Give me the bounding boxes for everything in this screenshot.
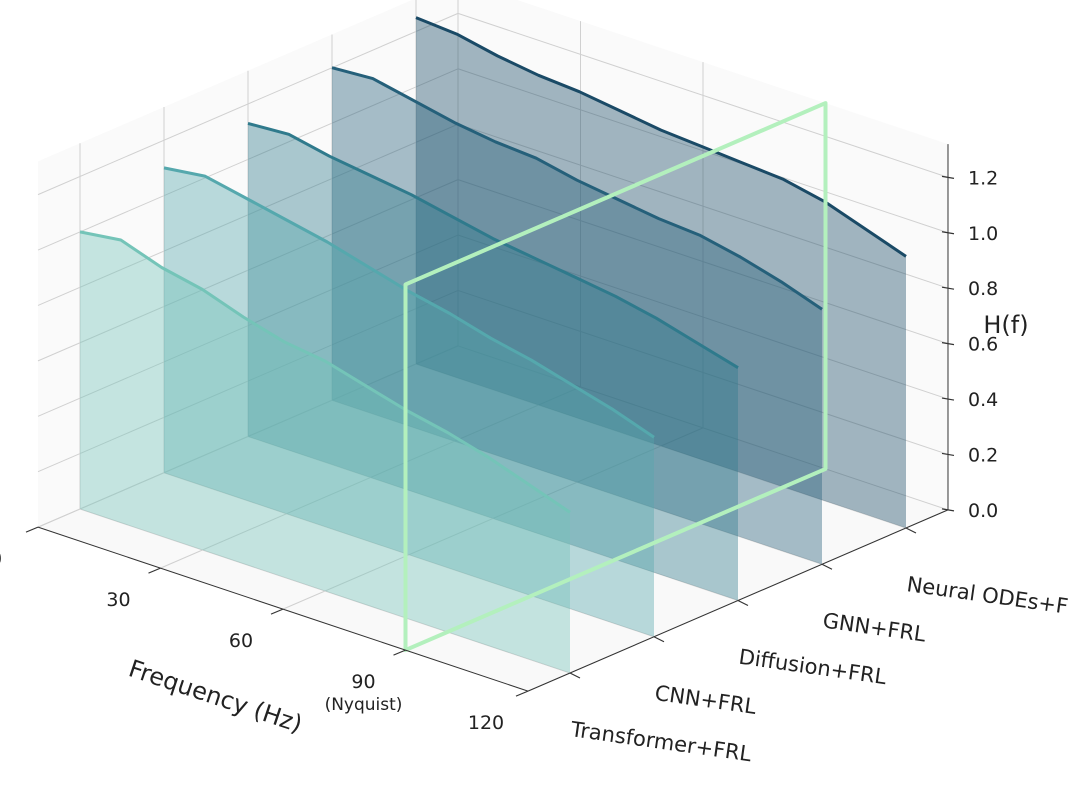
x-tick-label: 120: [468, 712, 504, 734]
z-tick-mark: [941, 508, 955, 512]
x-tick-mark: [270, 608, 284, 615]
left-gridline: [37, 289, 459, 473]
left-gridline: [37, 345, 459, 528]
floor-gridline: [331, 399, 823, 565]
model-label: Transformer+FRL: [568, 717, 753, 766]
left-gridline: [37, 234, 459, 417]
x-axis-label: Frequency (Hz): [125, 654, 306, 738]
z-tick-mark: [941, 342, 955, 346]
x-tick-label: 90: [351, 671, 375, 693]
left-gridline: [37, 179, 459, 362]
back-gridline: [457, 68, 949, 234]
y-tick-mark: [653, 636, 665, 643]
model-label: GNN+FRL: [821, 608, 927, 646]
line-CNN+FRL: [163, 166, 655, 439]
left-gridline: [37, 123, 459, 306]
model-label: Neural ODEs+FRL: [905, 572, 1069, 622]
y-tick-mark: [737, 599, 749, 607]
floor-gridline: [79, 508, 571, 674]
x-tick-mark: [148, 567, 161, 574]
z-tick-mark: [941, 286, 955, 290]
line-GNN+FRL: [331, 66, 823, 311]
x-tick-label: 60: [229, 630, 253, 652]
back-gridline: [457, 12, 949, 178]
z-tick-label: 0.0: [968, 500, 998, 522]
x-tick-label: 30: [106, 589, 130, 611]
area-Diffusion+FRL: [248, 123, 738, 601]
y-tick-mark: [905, 527, 917, 534]
left-gridline: [37, 12, 459, 196]
z-tick-label: 0.2: [968, 444, 998, 466]
z-tick-mark: [941, 397, 955, 401]
back-gridline: [457, 289, 949, 455]
area-Neural ODEs+FRL: [416, 17, 906, 528]
y-tick-mark: [821, 563, 833, 570]
left-gridline: [37, 68, 459, 251]
area-GNN+FRL: [332, 67, 822, 565]
back-gridline: [457, 345, 949, 511]
line-Transformer+FRL: [79, 230, 571, 514]
z-tick-label: 1.0: [968, 223, 998, 245]
floor-gridline: [415, 363, 907, 529]
series-layer: [79, 16, 907, 673]
z-tick-label: 0.6: [968, 334, 998, 356]
back-gridline: [457, 123, 949, 289]
x-tick-mark: [25, 526, 39, 533]
y-tick-mark: [569, 672, 581, 679]
area-CNN+FRL: [164, 167, 654, 637]
z-tick-label: 1.2: [968, 167, 998, 189]
z-tick-label: 0.4: [968, 389, 998, 411]
z-tick-mark: [941, 175, 955, 179]
model-label: CNN+FRL: [653, 681, 758, 719]
nyquist-plane-outline: [403, 101, 828, 653]
floor-gridline: [247, 436, 739, 601]
back-gridline: [457, 234, 949, 400]
x-tick-annotation: (Nyquist): [325, 695, 403, 715]
z-tick-mark: [941, 231, 955, 235]
area-Transformer+FRL: [80, 231, 570, 673]
z-tick-mark: [941, 452, 955, 457]
back-gridline: [457, 179, 949, 345]
z-axis-label: H(f): [983, 311, 1028, 339]
x-tick-label: 0: [0, 548, 2, 570]
nyquist-plane: [403, 101, 828, 653]
floor-gridline: [163, 472, 655, 638]
x-tick-mark: [393, 649, 406, 656]
z-tick-label: 0.8: [968, 278, 998, 300]
model-label: Diffusion+FRL: [737, 645, 888, 690]
line-Diffusion+FRL: [247, 121, 739, 369]
x-tick-mark: [515, 690, 529, 697]
